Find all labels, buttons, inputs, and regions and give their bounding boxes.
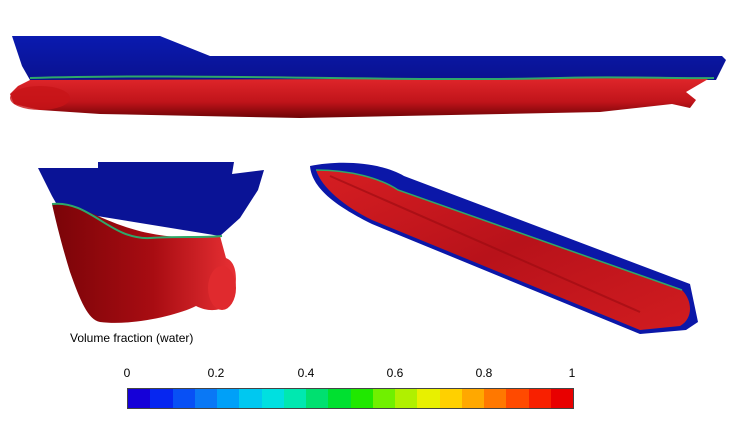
bow-view-hull: [38, 162, 264, 323]
colorbar-segment: [172, 389, 195, 408]
bow-view-air-region: [38, 162, 264, 236]
colorbar-segment: [439, 389, 462, 408]
colorbar-segment: [261, 389, 284, 408]
colorbar-tick-label: 0.4: [297, 366, 315, 380]
colorbar-tick-label: 1: [568, 366, 576, 380]
colorbar: [127, 388, 574, 409]
side-view-hull: [10, 36, 726, 118]
colorbar-segment: [150, 389, 173, 408]
colorbar-tick-label: 0.2: [207, 366, 225, 380]
colorbar-tick-label: 0: [123, 366, 131, 380]
colorbar-segment: [239, 389, 262, 408]
legend-title: Volume fraction (water): [70, 331, 194, 345]
colorbar-segment: [484, 389, 507, 408]
colorbar-segment: [417, 389, 440, 408]
side-view-waterline: [29, 75, 715, 81]
colorbar-segment: [506, 389, 529, 408]
colorbar-segment: [194, 389, 217, 408]
colorbar-segment: [372, 389, 395, 408]
colorbar-segment: [283, 389, 306, 408]
colorbar-segment: [217, 389, 240, 408]
side-view-water-region: [10, 78, 710, 118]
bow-view-waterline: [51, 202, 223, 240]
colorbar-segment: [328, 389, 351, 408]
colorbar-segment: [395, 389, 418, 408]
bottom-view-waterline: [315, 169, 683, 291]
colorbar-segment: [350, 389, 373, 408]
colorbar-segment: [550, 389, 573, 408]
colorbar-segment: [128, 389, 151, 408]
colorbar-tick-label: 0.8: [475, 366, 493, 380]
colorbar-segment: [306, 389, 329, 408]
side-view-bulbous-bow: [10, 86, 70, 110]
bow-view-bulbous-bow: [208, 266, 236, 310]
colorbar-segment: [528, 389, 551, 408]
bottom-view-hull: [310, 162, 698, 334]
bottom-view-keel-shade: [329, 175, 641, 313]
colorbar-segment: [461, 389, 484, 408]
side-view-air-region: [12, 36, 726, 80]
bow-view-water-region: [52, 203, 236, 323]
colorbar-tick-label: 0.6: [386, 366, 404, 380]
